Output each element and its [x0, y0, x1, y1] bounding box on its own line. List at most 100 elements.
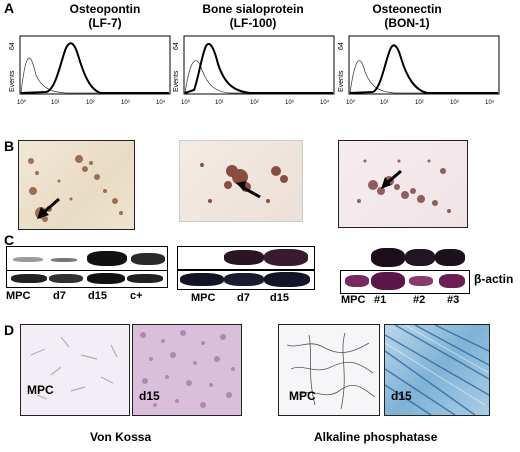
x-tick: 10⁴: [485, 99, 495, 106]
inset-label: MPC: [289, 389, 316, 403]
blot-band: [409, 276, 433, 286]
panel-label-a: A: [4, 0, 15, 16]
title-clone: (BON-1): [384, 16, 430, 30]
x-tick: 10⁰: [346, 99, 356, 106]
lane-label: d15: [88, 290, 107, 302]
y-axis-label: Events: [9, 70, 16, 92]
blot-band: [224, 250, 264, 265]
caption-alkaline-phosphatase: Alkaline phosphatase: [314, 430, 438, 444]
blot-band: [439, 274, 465, 288]
x-tick: 10²: [415, 100, 424, 106]
y-axis-label: Events: [338, 70, 345, 92]
blot-band: [87, 273, 125, 284]
panel-label-c: C: [4, 232, 15, 248]
blot-band: [264, 249, 308, 266]
western-blot-bone-sialoprotein-top: [177, 246, 315, 270]
blot-band: [405, 249, 435, 266]
micrograph-von-kossa-mpc: MPC: [20, 324, 130, 416]
blot-band: [371, 272, 405, 290]
stain-image: [286, 332, 376, 410]
y-max-label: 64: [338, 42, 345, 50]
stained-curve: [184, 43, 333, 94]
y-axis-label: Events: [173, 70, 180, 92]
y-max-label: 64: [9, 42, 16, 50]
beta-actin-label: β-actin: [474, 272, 514, 286]
blot-band: [435, 249, 465, 266]
stained-curve: [349, 44, 498, 94]
x-tick: 10⁰: [181, 99, 191, 106]
stain-image: [357, 159, 451, 213]
blot-band: [51, 258, 77, 262]
micrograph-bone-sialoprotein: [179, 140, 303, 222]
blot-band: [345, 275, 369, 287]
micrograph-von-kossa-d15: d15: [132, 324, 242, 416]
x-tick: 10³: [450, 100, 459, 106]
western-blot-osteopontin-top: [6, 246, 168, 272]
x-tick: 10⁰: [17, 99, 27, 106]
micrograph-alkaline-phosphatase-mpc: MPC: [278, 324, 380, 416]
lane-label: MPC: [191, 292, 216, 304]
lane-label: d7: [53, 290, 66, 302]
title-clone: (LF-7): [88, 16, 122, 30]
x-tick: 10²: [250, 100, 259, 106]
blot-band: [224, 273, 264, 286]
blot-band: [371, 248, 405, 267]
x-tick: 10¹: [51, 100, 60, 106]
caption-von-kossa: Von Kossa: [90, 430, 152, 444]
x-tick: 10¹: [380, 100, 389, 106]
histogram-bone-sialoprotein: 64 Events 10⁰ 10¹ 10² 10³ 10⁴: [173, 35, 335, 106]
histogram-osteonectin: 64 Events 10⁰ 10¹ 10² 10³ 10⁴: [338, 35, 500, 106]
western-blot-osteonectin-actin: [340, 270, 470, 294]
isotype-curve: [184, 60, 333, 94]
inset-label: d15: [391, 389, 412, 403]
micrograph-osteopontin: [18, 140, 135, 230]
title-name: Bone sialoprotein: [202, 2, 304, 16]
y-max-label: 64: [173, 42, 180, 50]
blot-band: [180, 273, 224, 286]
panel-label-d: D: [4, 322, 15, 338]
histogram-osteopontin: 64 Events 10⁰ 10¹ 10² 10³ 10⁴: [9, 35, 171, 106]
lane-label: MPC: [341, 294, 366, 306]
micrograph-alkaline-phosphatase-d15: d15: [384, 324, 490, 416]
stain-image: [140, 330, 235, 408]
histogram-title-bone-sialoprotein: Bone sialoprotein (LF-100): [183, 2, 323, 30]
title-name: Osteopontin: [69, 2, 141, 16]
x-tick: 10¹: [215, 100, 224, 106]
micrograph-osteonectin: [338, 140, 468, 228]
lane-label: c+: [130, 290, 143, 302]
x-tick: 10³: [285, 100, 294, 106]
x-tick: 10²: [86, 100, 95, 106]
stain-image: [30, 336, 118, 400]
stain-image: [385, 325, 489, 415]
lane-label: #1: [374, 294, 387, 306]
stain-image: [28, 155, 123, 222]
x-tick: 10⁴: [156, 99, 166, 106]
western-blot-osteopontin-actin: [6, 270, 168, 288]
western-blot-osteonectin-top: [340, 246, 470, 270]
title-name: Osteonectin: [372, 2, 442, 16]
title-clone: (LF-100): [229, 16, 277, 30]
isotype-curve: [349, 60, 498, 94]
blot-band: [87, 251, 127, 266]
histogram-title-osteonectin: Osteonectin (BON-1): [342, 2, 472, 30]
lane-label: MPC: [6, 290, 31, 302]
lane-label: #3: [447, 294, 460, 306]
lane-label: #2: [413, 294, 426, 306]
x-tick: 10⁴: [320, 99, 330, 106]
x-tick: 10³: [121, 100, 130, 106]
lane-label: d7: [237, 292, 250, 304]
plot-frame: [19, 35, 171, 95]
isotype-curve: [20, 57, 169, 94]
stained-curve: [20, 42, 169, 94]
histogram-title-osteopontin: Osteopontin (LF-7): [40, 2, 170, 30]
western-blot-bone-sialoprotein-actin: [177, 270, 315, 290]
inset-label: d15: [139, 389, 160, 403]
plot-frame: [348, 35, 500, 95]
blot-band: [13, 257, 43, 262]
lane-label: d15: [270, 292, 289, 304]
blot-band: [264, 272, 310, 287]
blot-band: [127, 274, 163, 283]
stain-image: [200, 163, 288, 203]
blot-band: [11, 274, 47, 283]
inset-label: MPC: [27, 383, 54, 397]
